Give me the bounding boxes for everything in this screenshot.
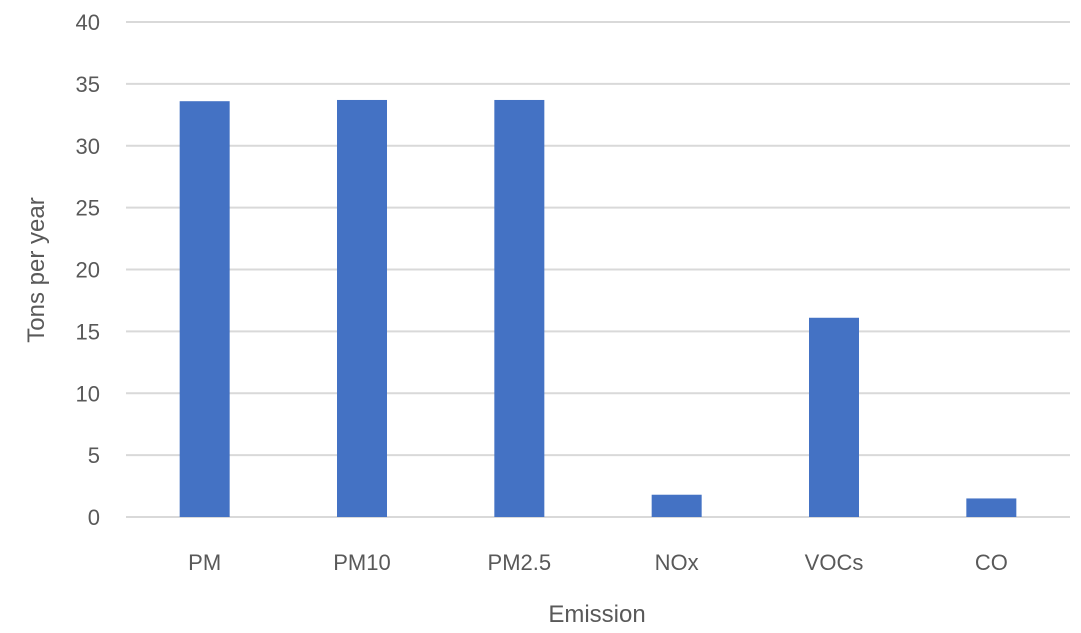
x-tick-label: CO <box>975 550 1008 575</box>
gridlines <box>126 21 1070 518</box>
y-tick-label: 10 <box>76 381 100 406</box>
y-tick-label: 25 <box>76 196 100 221</box>
y-tick-label: 0 <box>88 505 100 530</box>
y-tick-label: 40 <box>76 10 100 35</box>
x-tick-label: NOx <box>655 550 699 575</box>
bar-nox <box>651 494 702 517</box>
y-axis-tick-labels: 0 5 10 15 20 25 30 35 40 <box>76 10 100 530</box>
bar-vocs <box>809 317 859 517</box>
bar-co <box>966 498 1017 517</box>
y-tick-label: 30 <box>76 134 100 159</box>
y-tick-label: 5 <box>88 443 100 468</box>
bar-pm2-5 <box>494 99 545 518</box>
y-axis-title: Tons per year <box>23 197 50 342</box>
x-axis-tick-labels: PM PM10 PM2.5 NOx VOCs CO <box>188 550 1008 575</box>
bars <box>179 99 1017 518</box>
x-tick-label: PM10 <box>333 550 390 575</box>
bar-pm <box>179 101 230 517</box>
y-tick-label: 35 <box>76 72 100 97</box>
y-tick-label: 15 <box>76 319 100 344</box>
x-tick-label: PM <box>188 550 221 575</box>
bar-pm10 <box>337 99 387 518</box>
x-tick-label: VOCs <box>805 550 864 575</box>
x-tick-label: PM2.5 <box>488 550 552 575</box>
x-axis-title: Emission <box>548 601 645 628</box>
y-tick-label: 20 <box>76 258 100 283</box>
